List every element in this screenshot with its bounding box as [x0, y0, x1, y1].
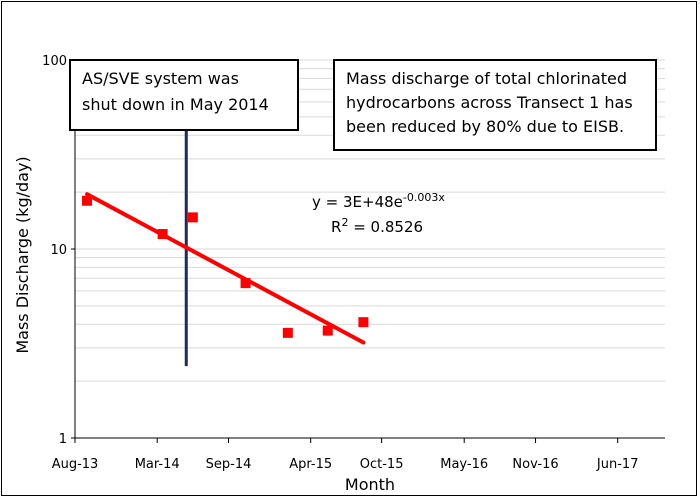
r-squared-prefix: R [331, 218, 341, 236]
annotation-eisb-line-3: been reduced by 80% due to EISB. [346, 117, 624, 136]
annotation-eisb: Mass discharge of total chlorinated hydr… [333, 59, 657, 151]
r-squared-value: = 0.8526 [348, 218, 423, 236]
data-point [322, 325, 333, 336]
trendline-equation-main: y = 3E+48e [312, 193, 403, 211]
x-tick-label: Oct-15 [360, 457, 404, 472]
x-tick-label: Aug-13 [52, 457, 99, 472]
data-point [157, 229, 168, 240]
trendline-layer [85, 192, 366, 345]
x-tick-label: Jun-17 [596, 457, 639, 472]
x-tick-label: May-16 [440, 457, 488, 472]
annotation-eisb-line-2: hydrocarbons across Transect 1 has [346, 93, 633, 112]
x-axis-title: Month [345, 475, 395, 494]
data-points [82, 195, 369, 338]
y-tick-label: 10 [50, 243, 67, 258]
x-tick-labels: Aug-13 Mar-14 Sep-14 Apr-15 Oct-15 May-16 Nov-… [52, 438, 639, 472]
annotation-shutdown: AS/SVE system was shut down in May 2014 [69, 59, 299, 131]
annotation-shutdown-box [69, 59, 299, 131]
data-point [282, 327, 293, 338]
data-point [358, 317, 369, 328]
exponential-trendline [85, 192, 366, 345]
annotation-eisb-box [333, 59, 657, 151]
y-tick-labels: 1 10 100 [42, 54, 75, 447]
trendline-equation: y = 3E+48e-0.003x [312, 191, 445, 211]
trendline-equation-exponent: -0.003x [403, 191, 445, 204]
x-tick-label: Apr-15 [289, 457, 332, 472]
x-tick-label: Sep-14 [206, 457, 252, 472]
data-point [240, 278, 251, 289]
data-point [82, 195, 93, 206]
annotation-shutdown-line-2: shut down in May 2014 [82, 95, 269, 114]
x-tick-label: Mar-14 [135, 457, 180, 472]
trendline-r-squared: R2 = 0.8526 [331, 216, 423, 236]
y-tick-label: 1 [59, 432, 67, 447]
annotation-eisb-line-1: Mass discharge of total chlorinated [346, 69, 627, 88]
data-point [187, 212, 198, 223]
annotation-shutdown-line-1: AS/SVE system was [82, 69, 239, 88]
r-squared-superscript: 2 [341, 216, 348, 229]
x-tick-label: Nov-16 [512, 457, 558, 472]
y-axis-title: Mass Discharge (kg/day) [13, 156, 32, 353]
y-tick-label: 100 [42, 54, 67, 69]
